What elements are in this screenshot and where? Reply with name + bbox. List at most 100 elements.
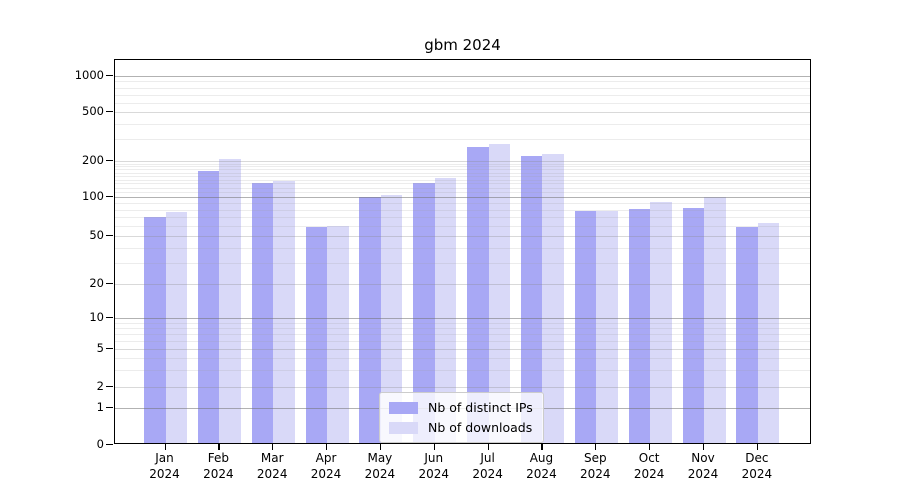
y-tick-label: 500 — [82, 104, 104, 118]
x-tick-year: 2024 — [149, 466, 180, 481]
x-tick-month: Sep — [583, 451, 607, 465]
y-tick-label: 20 — [89, 276, 104, 290]
y-tick-label: 10 — [89, 310, 104, 324]
x-tick-label: May 2024 — [365, 451, 396, 482]
x-tick-year: 2024 — [580, 466, 611, 481]
legend-row-downloads: Nb of downloads — [389, 420, 533, 435]
gridline-minor — [115, 123, 810, 125]
bar-distinct-ips — [736, 226, 758, 443]
gridline-minor — [115, 175, 810, 177]
gridline — [115, 349, 810, 350]
gridline-minor — [115, 262, 810, 264]
x-tick-mark — [164, 444, 166, 450]
x-tick-mark — [272, 444, 274, 450]
gridline-minor — [115, 322, 810, 324]
x-tick-year: 2024 — [203, 466, 234, 481]
y-tick-mark — [106, 160, 113, 162]
bar-distinct-ips — [413, 182, 435, 443]
x-tick-mark — [703, 444, 705, 450]
bar-distinct-ips — [197, 170, 220, 443]
x-tick-label: Sep 2024 — [580, 451, 611, 482]
gridline-minor — [115, 358, 810, 360]
bar-downloads — [757, 222, 780, 443]
y-tick-label: 100 — [82, 189, 104, 203]
bar-distinct-ips — [251, 182, 274, 443]
x-tick-mark — [487, 444, 489, 450]
bars-layer — [115, 60, 810, 443]
y-tick-mark — [106, 75, 113, 77]
gridline-major — [115, 197, 810, 198]
x-tick-label: Aug 2024 — [526, 451, 557, 482]
y-tick-mark — [106, 386, 113, 388]
x-tick-month: Oct — [638, 451, 660, 465]
y-tick-mark — [106, 444, 113, 446]
bar-downloads — [327, 225, 349, 443]
x-tick-year: 2024 — [310, 466, 342, 481]
legend: Nb of distinct IPs Nb of downloads — [379, 392, 544, 443]
gridline-major — [115, 318, 810, 319]
x-tick-mark — [218, 444, 220, 450]
gridlines-layer — [115, 60, 810, 443]
x-tick-month: Jan — [155, 451, 174, 465]
gridline-minor — [115, 166, 810, 168]
bar-distinct-ips — [520, 156, 543, 443]
y-tick-mark — [106, 348, 113, 350]
x-tick-mark — [433, 444, 435, 450]
x-tick-year: 2024 — [256, 466, 288, 481]
bar-distinct-ips — [467, 147, 489, 443]
x-tick-year: 2024 — [472, 466, 503, 481]
gridline-minor — [115, 81, 810, 83]
x-tick-label: Feb 2024 — [203, 451, 234, 482]
bar-downloads — [434, 178, 457, 443]
x-tick-year: 2024 — [526, 466, 557, 481]
x-tick-month: Mar — [260, 451, 284, 465]
x-tick-label: Mar 2024 — [257, 451, 288, 482]
bar-downloads — [542, 154, 564, 443]
gridline-minor — [115, 209, 810, 211]
gridline-minor — [115, 333, 810, 335]
x-tick-label: Dec 2024 — [742, 451, 773, 482]
gridline-minor — [115, 370, 810, 372]
bar-downloads — [488, 143, 511, 443]
legend-label-distinct-ips: Nb of distinct IPs — [428, 400, 533, 415]
x-tick-mark — [595, 444, 597, 450]
x-tick-month: Aug — [529, 451, 554, 465]
y-tick-label: 1 — [96, 400, 104, 414]
gridline-minor — [115, 163, 810, 165]
gridline-major — [115, 76, 810, 77]
x-tick-month: Feb — [207, 451, 229, 465]
x-tick-label: Jul 2024 — [472, 451, 503, 482]
gridline — [115, 387, 810, 388]
y-tick-label: 2 — [96, 379, 104, 393]
legend-swatch-downloads — [389, 421, 418, 434]
gridline-minor — [115, 139, 810, 141]
bar-distinct-ips — [305, 226, 328, 443]
bar-distinct-ips — [359, 196, 381, 443]
bar-distinct-ips — [682, 208, 704, 443]
y-tick-label: 0 — [96, 437, 104, 451]
gridline-minor — [115, 87, 810, 89]
gridline-minor — [115, 187, 810, 189]
bar-downloads — [273, 181, 295, 443]
gridline — [115, 161, 810, 162]
y-tick-mark — [106, 111, 113, 113]
y-tick-label: 200 — [82, 153, 104, 167]
x-tick-label: Oct 2024 — [634, 451, 665, 482]
gridline-minor — [115, 225, 810, 227]
x-tick-label: Nov 2024 — [688, 451, 719, 482]
bar-downloads — [219, 159, 241, 443]
x-tick-month: Jun — [424, 451, 444, 465]
y-tick-label: 50 — [89, 228, 104, 242]
x-tick-month: Apr — [315, 451, 337, 465]
y-tick-mark — [106, 283, 113, 285]
gridline-minor — [115, 94, 810, 96]
gridline-minor — [115, 340, 810, 342]
gridline — [115, 284, 810, 285]
y-tick-mark — [106, 196, 113, 198]
gridline-minor — [115, 169, 810, 171]
y-tick-mark — [106, 235, 113, 237]
bar-downloads — [165, 211, 187, 443]
gridline-minor — [115, 172, 810, 174]
y-tick-label: 1000 — [74, 68, 104, 82]
